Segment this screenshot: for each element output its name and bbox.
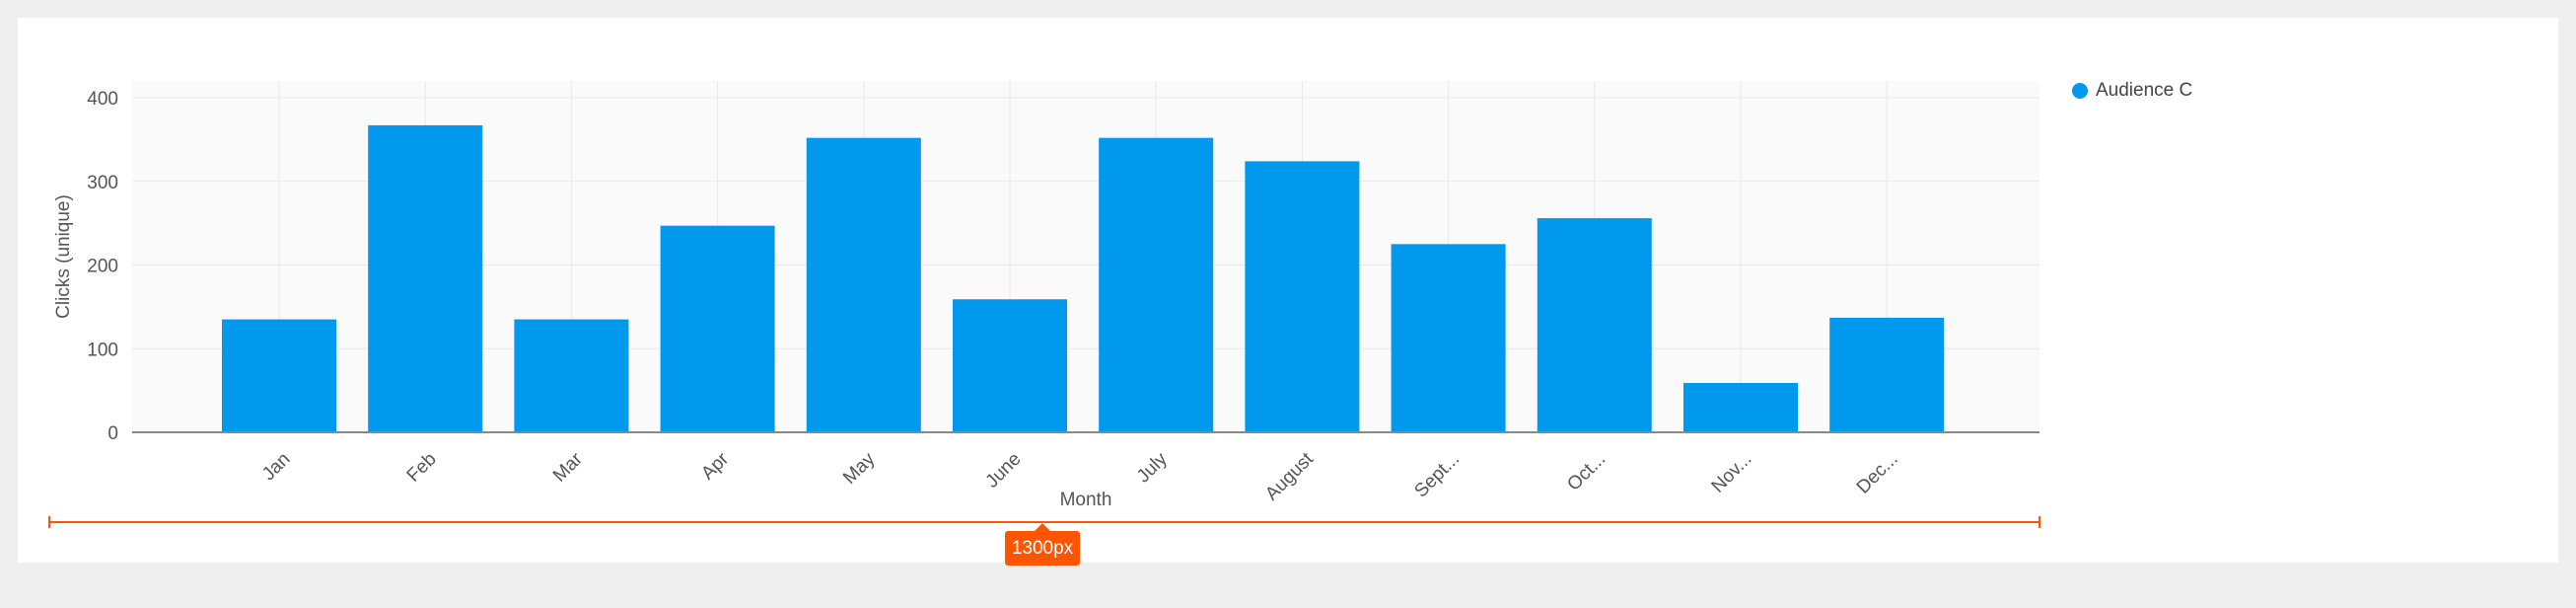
- x-tick-label: May: [839, 448, 880, 489]
- bar[interactable]: [1099, 137, 1214, 432]
- legend-swatch: [2072, 83, 2088, 99]
- x-tick-label: July: [1133, 448, 1172, 487]
- legend[interactable]: Audience C: [2072, 80, 2192, 102]
- bar[interactable]: [368, 124, 483, 432]
- x-tick-label: June: [982, 449, 1026, 493]
- x-tick-label: Feb: [403, 449, 441, 487]
- x-tick-label: Sept...: [1410, 449, 1464, 502]
- x-tick-label: Jan: [258, 449, 295, 486]
- bar[interactable]: [660, 225, 775, 432]
- chart-card: 0 100 200 300 400 Jan Feb Mar Apr May June July Aug…: [18, 18, 2558, 566]
- bar[interactable]: [222, 319, 336, 432]
- bar[interactable]: [1245, 161, 1360, 432]
- y-tick-label: 200: [87, 257, 118, 277]
- y-tick-label: 300: [87, 173, 118, 193]
- y-tick-label: 100: [87, 340, 118, 360]
- bar-chart: 0 100 200 300 400 Jan Feb Mar Apr May June July Aug…: [48, 81, 2040, 528]
- bar[interactable]: [514, 319, 629, 432]
- x-tick-label: Dec...: [1853, 449, 1902, 498]
- legend-label: Audience C: [2096, 80, 2193, 101]
- x-axis-title: Month: [1060, 490, 1112, 510]
- y-tick-label: 0: [107, 423, 118, 444]
- width-indicator-line: [48, 516, 2040, 528]
- x-tick-label: Apr: [697, 448, 733, 484]
- y-axis-title: Clicks (unique): [53, 194, 74, 319]
- bar[interactable]: [1682, 382, 1798, 432]
- x-tick-label: Nov...: [1708, 449, 1756, 497]
- bar[interactable]: [806, 137, 921, 432]
- width-badge: 1300px: [1005, 523, 1080, 566]
- x-tick-label: Oct...: [1563, 449, 1610, 495]
- bars: [222, 124, 1945, 432]
- bar[interactable]: [1829, 317, 1945, 432]
- y-axis: 0 100 200 300 400: [87, 89, 118, 444]
- x-tick-label: August: [1261, 448, 1318, 504]
- x-tick-label: Mar: [549, 448, 587, 486]
- y-tick-label: 400: [87, 89, 118, 110]
- bar[interactable]: [952, 299, 1067, 432]
- bar[interactable]: [1391, 244, 1506, 432]
- bar[interactable]: [1537, 218, 1652, 432]
